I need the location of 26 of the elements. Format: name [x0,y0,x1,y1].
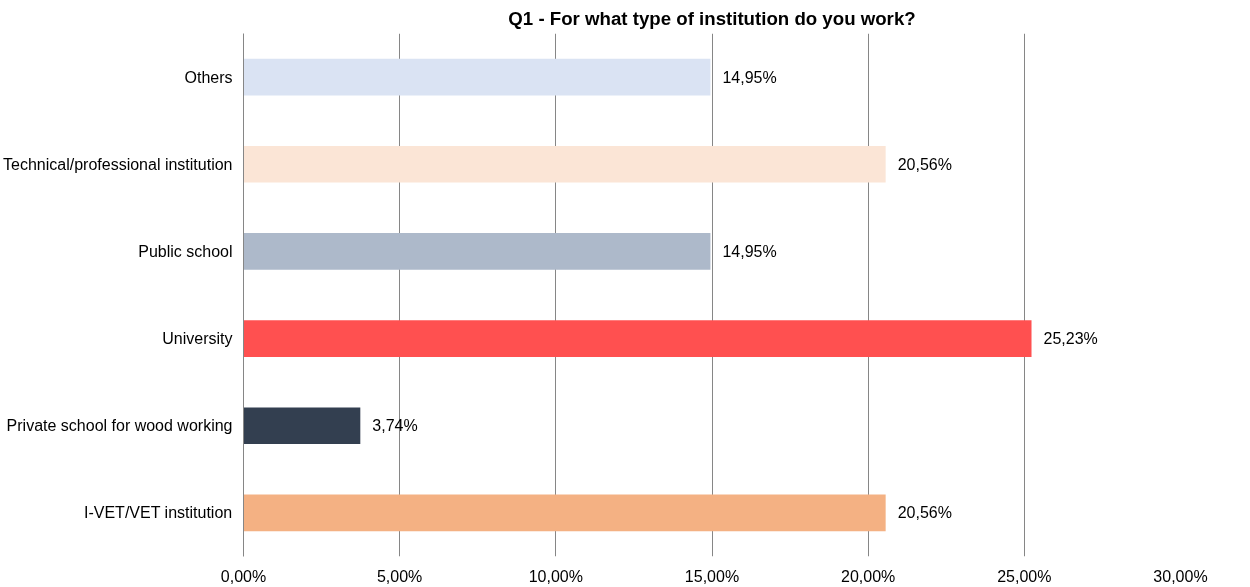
data-label: 25,23% [1043,330,1098,348]
bar [243,407,361,445]
data-label: 14,95% [722,68,777,86]
x-tick-label: 25,00% [997,567,1052,585]
x-tick-label: 15,00% [684,567,740,585]
bar [243,320,1032,357]
y-tick-label: Public school [138,242,233,260]
bar [243,145,886,183]
data-label: 20,56% [897,504,952,522]
chart-title: Q1 - For what type of institution do you work? [508,7,916,29]
x-tick-label: 5,00% [376,567,423,585]
y-tick-label: Others [184,68,233,86]
y-tick-label: I-VET/VET institution [84,504,233,522]
data-label: 3,74% [372,417,418,435]
bar [243,494,886,532]
y-tick-label: Private school for wood working [6,417,233,435]
y-tick-label: Technical/professional institution [3,155,233,173]
y-tick-label: University [162,330,233,348]
bar [243,58,711,96]
x-tick-label: 10,00% [528,567,583,585]
bar [243,233,711,270]
x-tick-label: 0,00% [220,567,267,585]
data-label: 20,56% [897,155,952,173]
data-label: 14,95% [722,242,777,260]
x-tick-label: 20,00% [841,567,896,585]
x-tick-label: 30,00% [1153,567,1208,585]
